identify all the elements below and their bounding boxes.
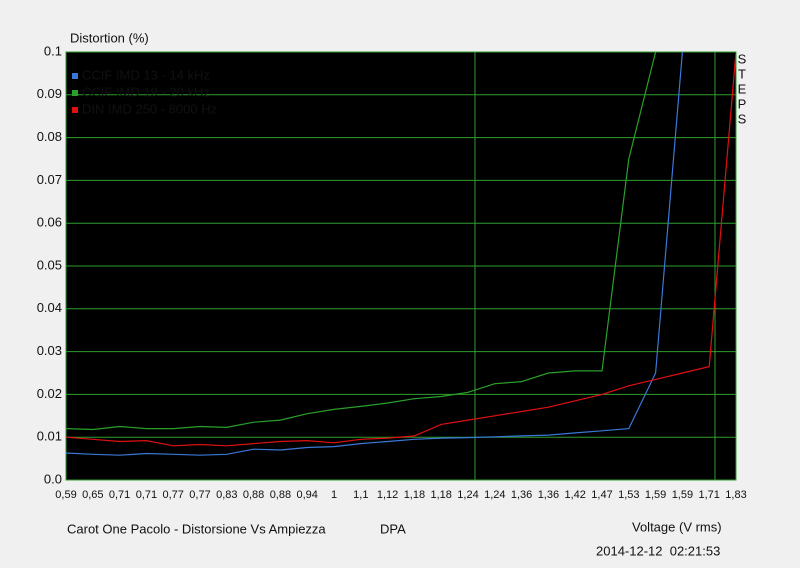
legend-label: CCIF IMD 13 - 14 kHz (82, 67, 210, 82)
legend-swatch (72, 90, 78, 96)
x-tick-label: 1,71 (698, 489, 719, 501)
y-tick-label: 0.08 (37, 129, 62, 144)
x-tick-label: 0,71 (136, 489, 157, 501)
chart-title: Distortion (%) (70, 30, 149, 45)
y-tick-label: 0.07 (37, 172, 62, 187)
series-line (66, 52, 736, 447)
side-label-letter: T (738, 66, 746, 81)
x-tick-label: 1,53 (618, 489, 639, 501)
side-label-letter: E (738, 81, 747, 96)
x-tick-label: 1,1 (353, 489, 368, 501)
side-label-letter: S (738, 111, 747, 126)
x-tick-label: 1,59 (645, 489, 666, 501)
y-tick-label: 0.02 (37, 386, 62, 401)
x-tick-label: 0,77 (162, 489, 183, 501)
x-tick-label: 1,24 (457, 489, 478, 501)
y-tick-label: 0.03 (37, 343, 62, 358)
x-tick-label: 0,83 (216, 489, 237, 501)
x-tick-label: 1,83 (725, 489, 746, 501)
x-tick-label: 1,36 (538, 489, 559, 501)
y-tick-label: 0.06 (37, 215, 62, 230)
side-label-letter: S (738, 51, 747, 66)
timestamp: 2014-12-12 02:21:53 (596, 543, 720, 558)
x-tick-label: 0,94 (296, 489, 317, 501)
x-tick-label: 0,88 (243, 489, 264, 501)
x-tick-label: 0,77 (189, 489, 210, 501)
x-tick-label: 1,36 (511, 489, 532, 501)
x-tick-label: 1,18 (430, 489, 451, 501)
footer-tag: DPA (380, 521, 406, 536)
legend-label: DIN IMD 250 - 8000 Hz (82, 101, 217, 116)
x-tick-label: 1,59 (672, 489, 693, 501)
y-tick-label: 0.01 (37, 429, 62, 444)
side-label-letter: P (738, 96, 747, 111)
y-tick-label: 0.09 (37, 86, 62, 101)
y-tick-label: 0.1 (44, 43, 62, 58)
y-tick-label: 0.05 (37, 257, 62, 272)
x-tick-label: 1,12 (377, 489, 398, 501)
legend-swatch (72, 107, 78, 113)
x-tick-label: 0,88 (270, 489, 291, 501)
legend-swatch (72, 73, 78, 79)
x-tick-label: 0,65 (82, 489, 103, 501)
series-line (66, 52, 683, 456)
x-tick-label: 1,24 (484, 489, 505, 501)
x-tick-label: 1,42 (564, 489, 585, 501)
legend-label: CCIF IMD 19 - 20 kHz (82, 84, 210, 99)
y-tick-label: 0.04 (37, 300, 62, 315)
x-tick-label: 1,18 (404, 489, 425, 501)
x-tick-label: 0,59 (55, 489, 76, 501)
x-axis-label: Voltage (V rms) (632, 519, 722, 534)
x-tick-label: 1,47 (591, 489, 612, 501)
y-tick-label: 0.0 (44, 471, 62, 486)
x-tick-label: 0,71 (109, 489, 130, 501)
x-tick-label: 1 (331, 489, 337, 501)
series-line (66, 52, 657, 431)
footer: Carot One Pacolo - Distorsione Vs Ampiez… (67, 521, 326, 536)
